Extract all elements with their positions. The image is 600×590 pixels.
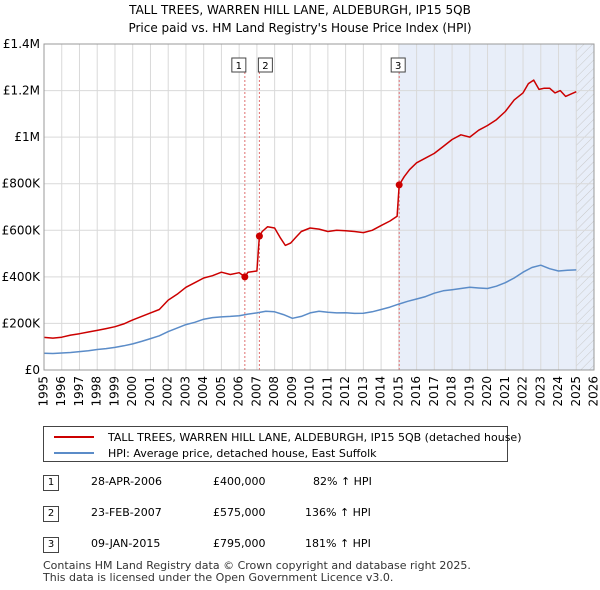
- x-tick-label: 2019: [462, 376, 476, 407]
- x-tick-label: 2009: [285, 376, 299, 407]
- sale-point: [255, 232, 263, 240]
- plot-frame: [43, 43, 595, 371]
- y-tick-label: £0: [25, 363, 40, 377]
- sale-point: [395, 181, 403, 189]
- highlight-region: [399, 44, 594, 370]
- chart-title: TALL TREES, WARREN HILL LANE, ALDEBURGH,…: [128, 3, 471, 17]
- series-line: [43, 264, 577, 355]
- legend-label-property: TALL TREES, WARREN HILL LANE, ALDEBURGH,…: [108, 430, 522, 444]
- sale-hpi-change: 136% ↑ HPI: [305, 506, 371, 519]
- sale-number-box: [390, 57, 406, 73]
- x-tick-label: 2004: [196, 376, 210, 407]
- legend-swatch-property: [54, 436, 94, 438]
- sale-number-label: 2: [262, 61, 268, 72]
- x-tick-label: 2002: [161, 376, 175, 407]
- x-tick-label: 2015: [391, 376, 405, 407]
- x-tick-label: 2012: [338, 376, 352, 407]
- y-tick-label: £1M: [14, 130, 40, 144]
- x-tick-label: 2010: [303, 376, 317, 407]
- footer: Contains HM Land Registry data © Crown c…: [43, 560, 471, 583]
- sale-date: 23-FEB-2007: [91, 506, 162, 519]
- x-tick-label: 1999: [107, 376, 121, 407]
- x-tick-label: 1997: [72, 376, 86, 407]
- x-tick-label: 2005: [214, 376, 228, 407]
- sale-number-box: [231, 57, 247, 73]
- legend: TALL TREES, WARREN HILL LANE, ALDEBURGH,…: [43, 426, 522, 462]
- y-tick-label: £1.2M: [3, 84, 40, 98]
- sale-marker-box: 1: [43, 475, 59, 491]
- x-tick-label: 1996: [54, 376, 68, 407]
- x-tick-label: 2025: [569, 376, 583, 407]
- sale-number-label: 1: [236, 61, 242, 72]
- sale-hpi-change: 181% ↑ HPI: [305, 537, 371, 550]
- x-tick-label: 2020: [480, 376, 494, 407]
- footer-copyright: Contains HM Land Registry data © Crown c…: [43, 559, 471, 572]
- legend-item-hpi: HPI: Average price, detached house, East…: [54, 445, 377, 461]
- sale-marker-box: 2: [43, 506, 59, 522]
- x-tick-label: 2026: [587, 376, 600, 407]
- price-chart: TALL TREES, WARREN HILL LANE, ALDEBURGH,…: [2, 3, 600, 407]
- y-tick-label: £400K: [2, 270, 42, 284]
- x-tick-label: 2008: [267, 376, 281, 407]
- sale-price: £575,000: [213, 506, 266, 519]
- sale-date: 28-APR-2006: [91, 475, 163, 488]
- x-tick-label: 2011: [320, 376, 334, 407]
- y-tick-label: £600K: [2, 223, 42, 237]
- x-tick-label: 1995: [37, 376, 51, 407]
- x-tick-label: 2021: [498, 376, 512, 407]
- y-tick-label: £800K: [2, 177, 42, 191]
- sale-date: 09-JAN-2015: [91, 537, 161, 550]
- sale-number-label: 3: [395, 61, 401, 72]
- x-tick-label: 2022: [516, 376, 530, 407]
- x-tick-label: 2014: [374, 376, 388, 407]
- x-tick-label: 2006: [232, 376, 246, 407]
- y-tick-label: £1.4M: [3, 37, 40, 51]
- legend-label-hpi: HPI: Average price, detached house, East…: [108, 446, 377, 460]
- x-tick-label: 1998: [90, 376, 104, 407]
- future-region: [576, 44, 594, 370]
- sale-price: £400,000: [213, 475, 266, 488]
- sale-price: £795,000: [213, 537, 266, 550]
- x-tick-label: 2024: [551, 376, 565, 407]
- y-tick-label: £200K: [2, 316, 42, 330]
- sale-point: [241, 273, 249, 281]
- x-tick-label: 2016: [409, 376, 423, 407]
- x-tick-label: 2007: [249, 376, 263, 407]
- footer-licence: This data is licensed under the Open Gov…: [43, 570, 394, 584]
- x-tick-label: 2017: [427, 376, 441, 407]
- chart-subtitle: Price paid vs. HM Land Registry's House …: [128, 21, 471, 35]
- legend-swatch-hpi: [54, 452, 94, 454]
- series-line: [43, 79, 577, 339]
- x-tick-label: 2003: [178, 376, 192, 407]
- sale-hpi-change: 82% ↑ HPI: [313, 475, 372, 488]
- x-tick-label: 2013: [356, 376, 370, 407]
- x-tick-label: 2023: [533, 376, 547, 407]
- x-tick-label: 2001: [143, 376, 157, 407]
- legend-item-property: TALL TREES, WARREN HILL LANE, ALDEBURGH,…: [54, 429, 522, 445]
- sale-number-box: [257, 57, 273, 73]
- x-tick-label: 2000: [125, 376, 139, 407]
- x-tick-label: 2018: [445, 376, 459, 407]
- sale-marker-box: 3: [43, 537, 59, 553]
